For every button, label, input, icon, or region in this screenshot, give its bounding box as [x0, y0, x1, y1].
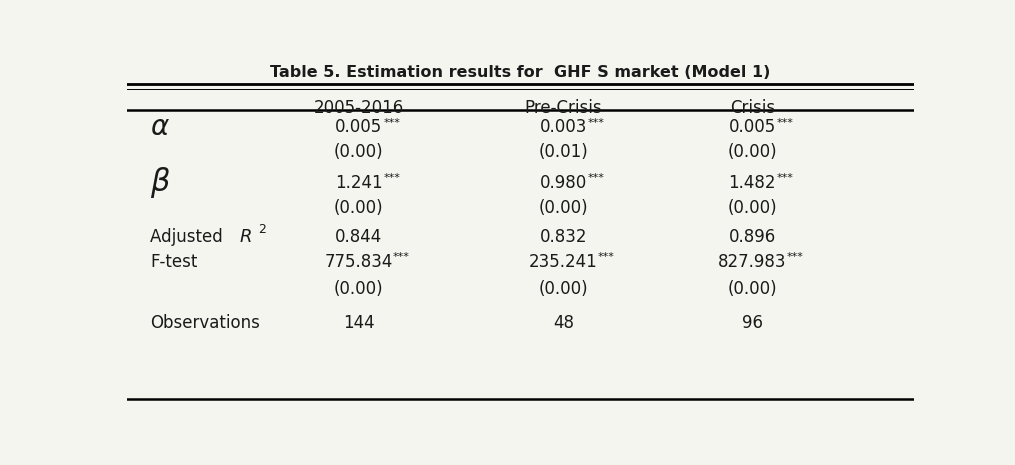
- Text: Table 5. Estimation results for  GHF S market (Model 1): Table 5. Estimation results for GHF S ma…: [270, 65, 770, 80]
- Text: (0.00): (0.00): [728, 144, 777, 161]
- Text: ***: ***: [776, 173, 794, 183]
- Text: (0.00): (0.00): [728, 199, 777, 217]
- Text: ***: ***: [384, 118, 400, 127]
- Text: $\beta$: $\beta$: [150, 166, 172, 200]
- Text: 2: 2: [258, 223, 266, 236]
- Text: ***: ***: [393, 252, 410, 262]
- Text: 0.896: 0.896: [729, 227, 775, 246]
- Text: 0.005: 0.005: [729, 119, 775, 136]
- Text: 1.482: 1.482: [729, 174, 776, 192]
- Text: (0.00): (0.00): [539, 279, 589, 298]
- Text: Observations: Observations: [150, 313, 261, 332]
- Text: $\alpha$: $\alpha$: [150, 113, 171, 141]
- Text: 0.832: 0.832: [540, 227, 588, 246]
- Text: 775.834: 775.834: [325, 252, 393, 271]
- Text: ***: ***: [588, 118, 605, 127]
- Text: ***: ***: [588, 173, 605, 183]
- Text: 0.003: 0.003: [540, 119, 587, 136]
- Text: ***: ***: [776, 118, 794, 127]
- Text: (0.00): (0.00): [334, 199, 384, 217]
- Text: Pre-Crisis: Pre-Crisis: [525, 99, 602, 117]
- Text: 2005-2016: 2005-2016: [314, 99, 404, 117]
- Text: Crisis: Crisis: [730, 99, 774, 117]
- Text: 827.983: 827.983: [718, 252, 787, 271]
- Text: 48: 48: [553, 313, 573, 332]
- Text: 0.844: 0.844: [335, 227, 383, 246]
- Text: Adjusted: Adjusted: [150, 227, 233, 246]
- Text: $R$: $R$: [239, 227, 252, 246]
- Text: 0.005: 0.005: [335, 119, 383, 136]
- Text: ***: ***: [384, 173, 400, 183]
- Text: (0.00): (0.00): [334, 279, 384, 298]
- Text: 96: 96: [742, 313, 762, 332]
- Text: 1.241: 1.241: [335, 174, 383, 192]
- Text: F-test: F-test: [150, 252, 198, 271]
- Text: ***: ***: [787, 252, 803, 262]
- Text: (0.00): (0.00): [334, 144, 384, 161]
- Text: ***: ***: [598, 252, 614, 262]
- Text: 0.980: 0.980: [540, 174, 587, 192]
- Text: (0.01): (0.01): [539, 144, 589, 161]
- Text: 144: 144: [343, 313, 375, 332]
- Text: (0.00): (0.00): [728, 279, 777, 298]
- Text: 235.241: 235.241: [529, 252, 598, 271]
- Text: (0.00): (0.00): [539, 199, 589, 217]
